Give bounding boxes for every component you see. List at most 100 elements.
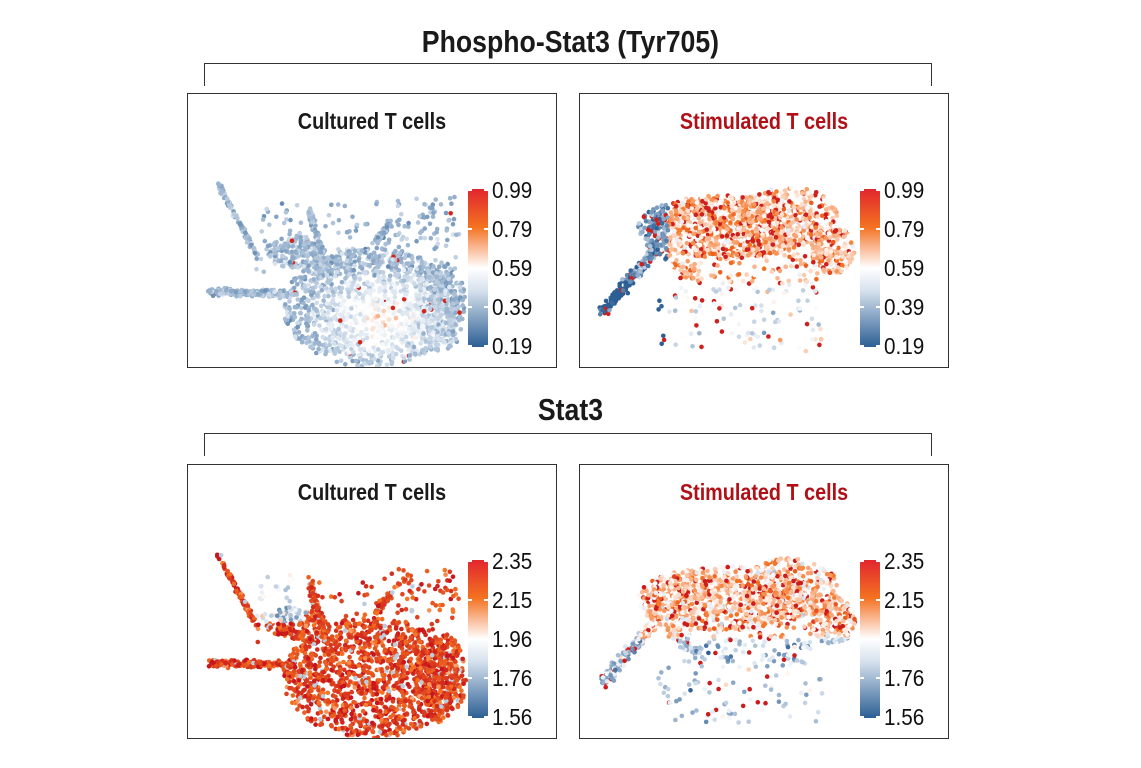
data-point [702,254,708,259]
data-point [338,318,343,323]
data-point [343,339,348,344]
data-point [374,320,379,326]
data-point [615,290,620,295]
data-point [305,315,311,320]
data-point [339,343,344,349]
data-point [397,217,402,223]
data-point [794,193,800,198]
data-point [711,226,717,232]
data-point [306,335,312,341]
data-point [370,240,375,246]
data-point [675,251,681,256]
data-point [835,265,841,270]
data-point [445,297,451,303]
data-point [803,263,809,268]
data-point [452,306,458,312]
data-point [418,341,423,346]
data-point [417,282,422,287]
data-point [699,286,704,291]
data-point [343,305,348,311]
data-point [401,278,407,284]
colorbar-tick [876,267,880,269]
data-point [800,234,806,239]
data-point [395,232,401,238]
data-point [656,307,661,312]
data-point [678,275,683,281]
data-point [681,215,686,220]
data-point [695,278,701,283]
data-point [398,256,404,261]
data-point [287,306,292,312]
data-point [428,344,433,350]
data-point [379,329,385,334]
data-point [769,269,775,274]
data-point [365,618,371,623]
data-point [290,693,296,698]
data-point [780,243,786,249]
data-point [761,317,767,322]
data-point [737,260,742,266]
data-point [281,245,286,251]
data-point [790,241,795,246]
data-point [796,206,802,211]
data-point [326,293,331,299]
data-point [748,336,753,342]
data-point [325,310,331,315]
data-point [777,238,783,244]
data-point [751,345,757,350]
data-point [671,239,676,245]
data-point [775,276,780,281]
data-point [725,238,731,244]
data-point [389,342,395,347]
data-point [404,291,409,297]
data-point [684,270,690,275]
data-point [446,218,451,223]
data-point [319,308,325,313]
data-point [798,258,803,263]
data-point [316,346,321,352]
data-point [420,324,426,329]
data-point [290,255,295,260]
data-point [831,239,836,245]
data-point [844,265,849,270]
data-point [349,306,354,311]
data-point [404,261,410,266]
data-point [400,337,405,342]
data-point [303,260,308,265]
data-point [368,302,373,308]
data-point [371,325,376,331]
data-point [719,234,725,239]
data-point [390,257,395,262]
data-point [287,231,292,237]
data-point [647,243,653,249]
data-point [352,248,358,253]
data-point [744,272,749,277]
data-point [436,264,442,269]
data-point [451,216,457,222]
data-point [357,277,363,282]
colorbar-tick-label: 0.59 [884,255,925,281]
data-point [684,240,690,246]
data-point [380,284,386,290]
data-point [795,225,800,231]
data-point [659,303,664,309]
data-point [386,354,392,359]
data-point [400,234,406,240]
data-point [338,264,344,270]
data-point [733,288,739,293]
data-point [818,336,824,342]
data-point [450,274,455,279]
data-point [320,334,326,340]
data-point [788,185,794,190]
data-point [426,275,432,280]
data-point [718,217,723,223]
data-point [445,309,451,315]
data-point [301,295,307,300]
data-point [237,221,243,227]
data-point [342,331,348,336]
data-point [461,309,467,314]
data-point [267,222,272,227]
data-point [335,335,341,341]
data-point [723,254,728,260]
data-point [609,300,615,306]
